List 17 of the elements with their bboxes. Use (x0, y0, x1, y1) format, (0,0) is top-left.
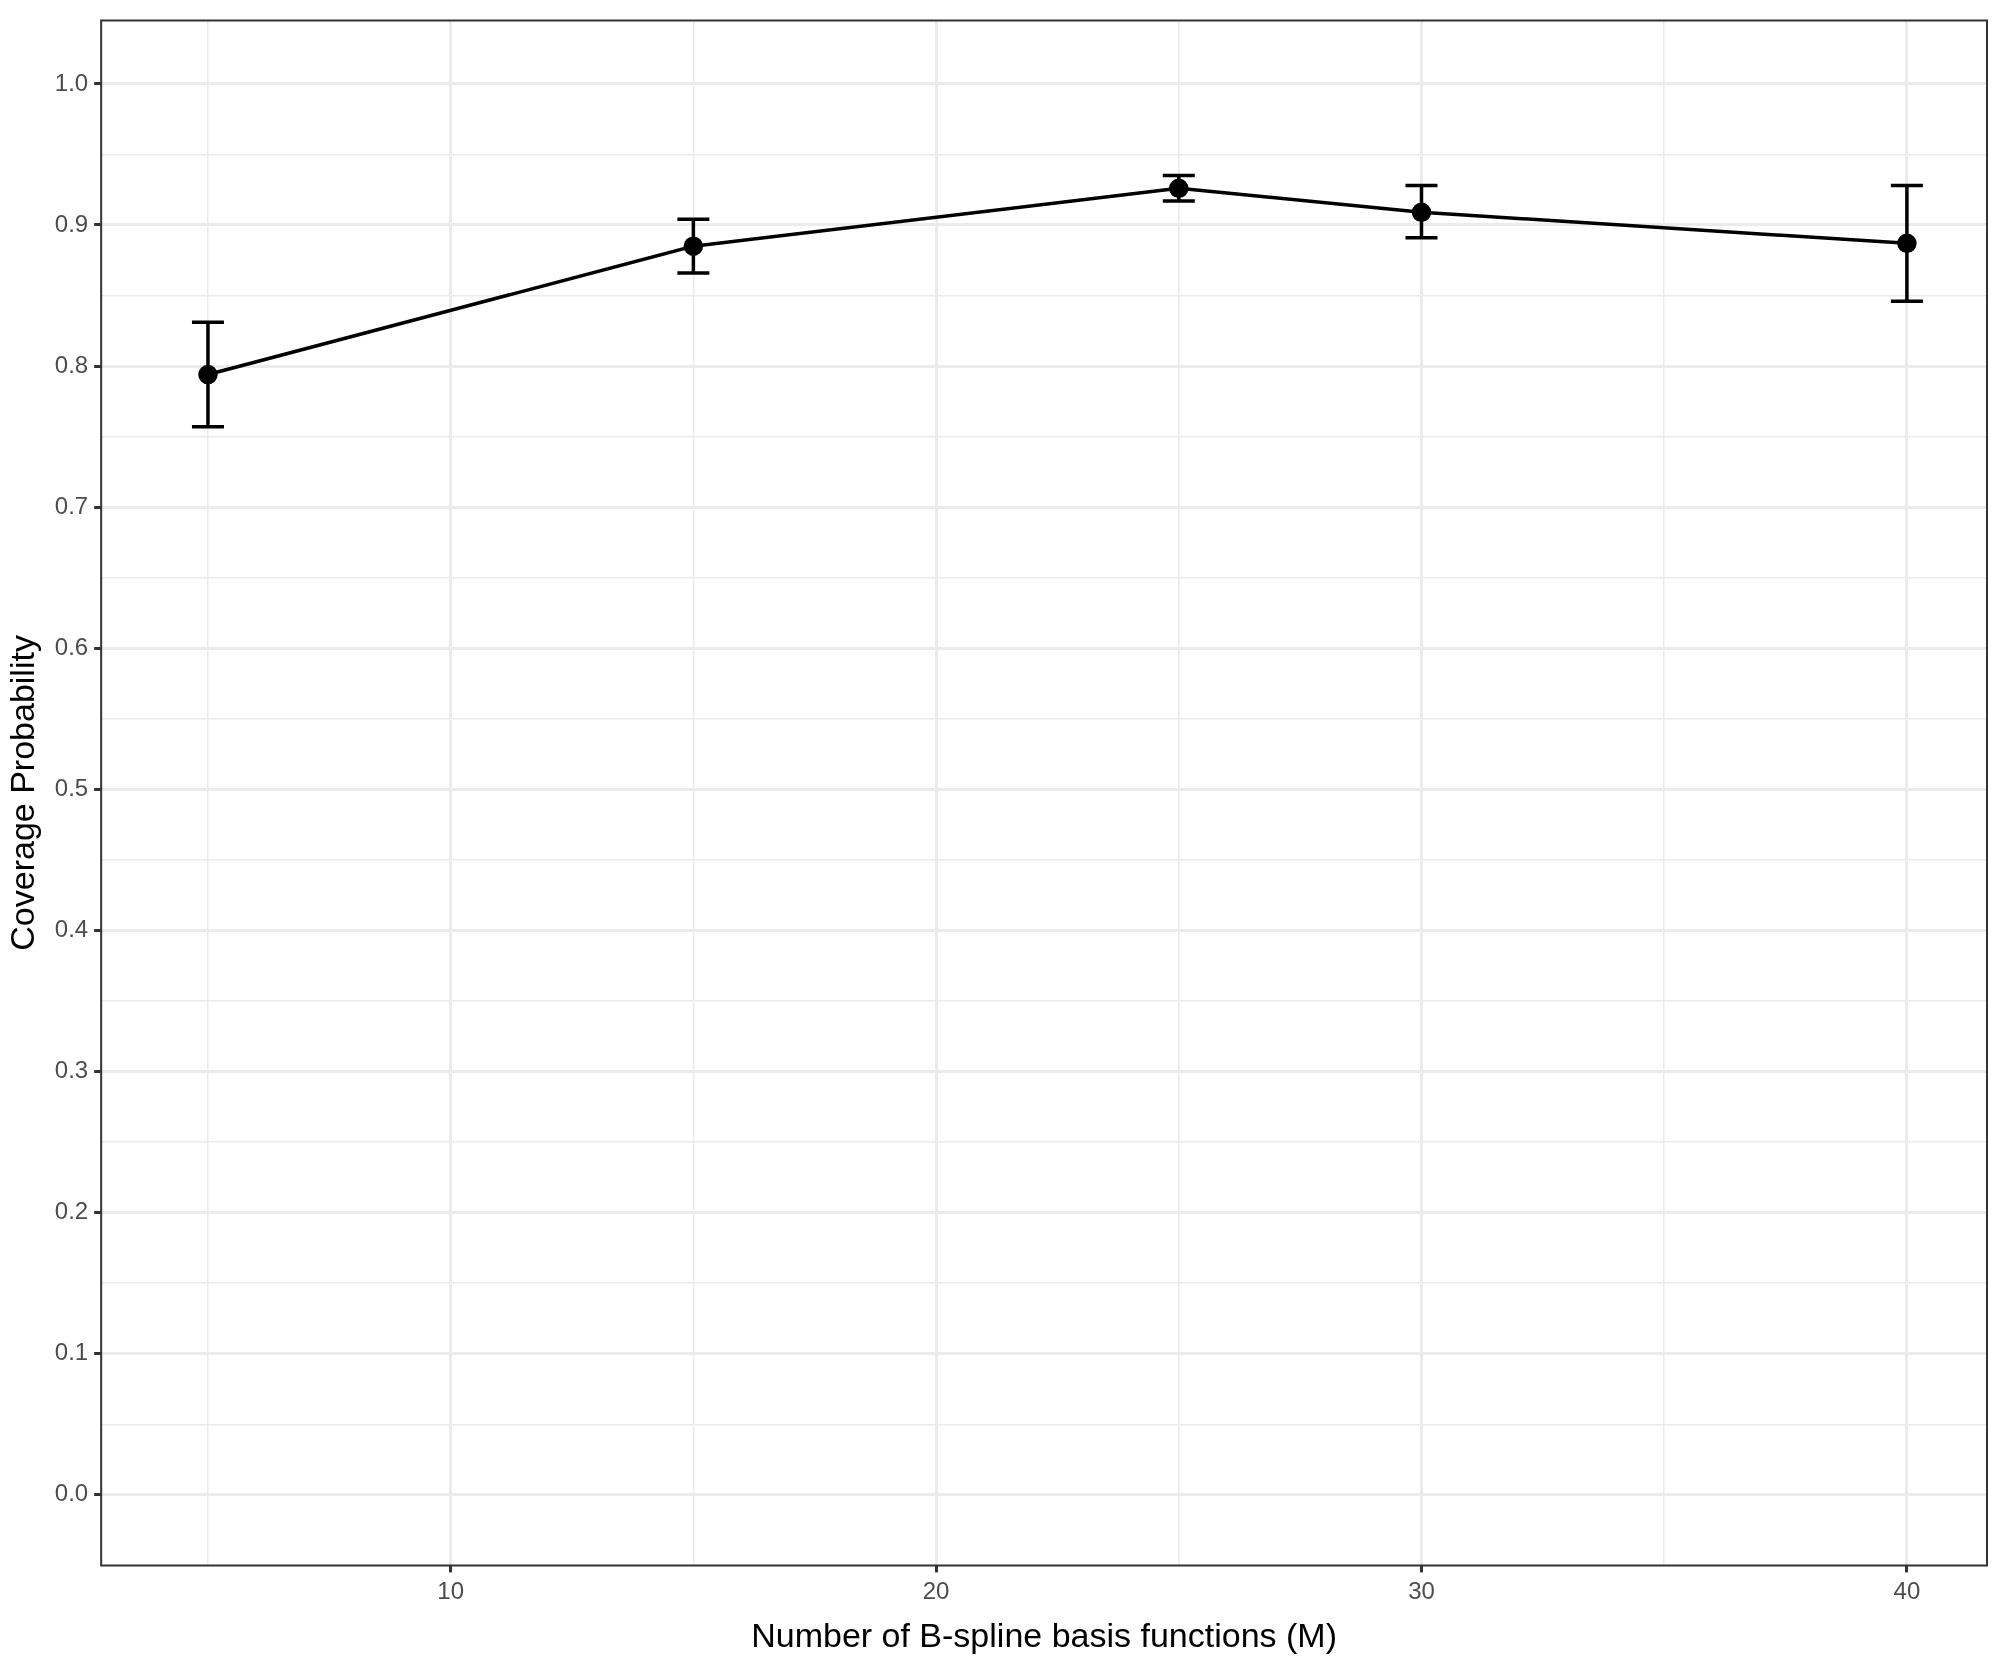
y-tick-label: 0.7 (54, 491, 89, 519)
y-tick-label: 0.9 (54, 209, 89, 237)
y-tick-label: 0.1 (54, 1338, 89, 1366)
x-axis-title: Number of B-spline basis functions (M) (751, 1615, 1337, 1654)
y-tick-label: 1.0 (54, 68, 89, 96)
y-tick-label: 0.0 (54, 1479, 89, 1507)
x-tick-label: 30 (1408, 1577, 1435, 1605)
y-tick-label: 0.2 (54, 1197, 89, 1225)
y-tick-label: 0.8 (54, 350, 89, 378)
y-tick-label: 0.6 (54, 632, 89, 660)
x-tick-label: 40 (1893, 1577, 1921, 1605)
y-tick-label: 0.4 (54, 915, 89, 943)
y-tick-label: 0.5 (54, 774, 89, 801)
x-tick-label: 20 (922, 1577, 950, 1605)
y-axis-title: Coverage Probability (2, 635, 41, 951)
y-tick-label: 0.3 (54, 1056, 89, 1084)
x-tick-label: 10 (437, 1577, 465, 1605)
